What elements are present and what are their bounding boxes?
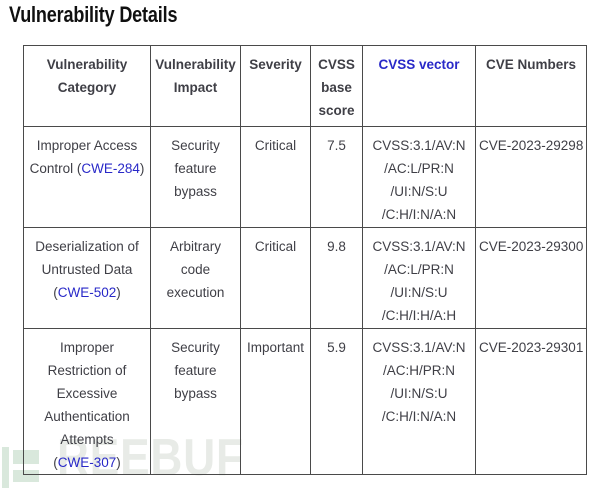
severity-text: Critical bbox=[254, 239, 297, 254]
cell-cvss-vector: CVSS:3.1/AV:N /AC:L/PR:N /UI:N/S:U /C:H/… bbox=[362, 227, 476, 329]
page-title: Vulnerability Details bbox=[9, 1, 214, 29]
category-suffix: ) bbox=[139, 161, 145, 176]
cell-severity: Critical bbox=[240, 227, 311, 329]
cell-severity: Critical bbox=[240, 126, 311, 228]
cell-severity: Important bbox=[240, 328, 311, 475]
cell-impact: Security feature bypass bbox=[150, 328, 241, 475]
cell-category: Deserialization of Untrusted Data (CWE-5… bbox=[23, 227, 151, 329]
cell-category: Improper Restriction of Excessive Authen… bbox=[23, 328, 151, 475]
impact-text: Arbitrary code execution bbox=[166, 239, 225, 300]
vulnerability-details-table: Vulnerability Category Vulnerability Imp… bbox=[23, 45, 587, 475]
header-cvss-base-score-label: CVSS base score bbox=[318, 57, 355, 118]
header-cvss-base-score: CVSS base score bbox=[310, 45, 363, 127]
cvss-score-text: 9.8 bbox=[327, 239, 346, 254]
table-header-row: Vulnerability Category Vulnerability Imp… bbox=[23, 45, 587, 127]
cell-cve-number: CVE-2023-29300 bbox=[475, 227, 587, 329]
category-suffix: ) bbox=[116, 455, 121, 470]
header-impact-label: Vulnerability Impact bbox=[155, 57, 236, 95]
cvss-score-text: 7.5 bbox=[327, 138, 346, 153]
severity-text: Critical bbox=[254, 138, 297, 153]
header-category-label: Vulnerability Category bbox=[46, 57, 128, 95]
cve-number-text: CVE-2023-29300 bbox=[479, 239, 584, 254]
cell-cvss-base-score: 5.9 bbox=[310, 328, 363, 475]
header-cve-numbers-label: CVE Numbers bbox=[485, 57, 577, 72]
header-vulnerability-category: Vulnerability Category bbox=[23, 45, 151, 127]
severity-text: Important bbox=[246, 340, 305, 355]
cell-cvss-vector: CVSS:3.1/AV:N /AC:L/PR:N /UI:N/S:U /C:H/… bbox=[362, 126, 476, 228]
category-text: Deserialization of Untrusted Data ( bbox=[35, 239, 139, 300]
cvss-vector-link[interactable]: CVSS vector bbox=[378, 57, 460, 72]
cell-impact: Arbitrary code execution bbox=[150, 227, 241, 329]
page-title-text: Vulnerability Details bbox=[9, 2, 178, 27]
table-row: Deserialization of Untrusted Data (CWE-5… bbox=[23, 227, 587, 329]
cell-cve-number: CVE-2023-29298 bbox=[475, 126, 587, 228]
category-text: Improper Access Control ( bbox=[29, 138, 138, 176]
category-text: Improper Restriction of Excessive Authen… bbox=[44, 340, 130, 470]
header-severity: Severity bbox=[240, 45, 311, 127]
cwe-284-link[interactable]: CWE-284 bbox=[81, 161, 140, 176]
header-cvss-vector: CVSS vector bbox=[362, 45, 476, 127]
cvss-vector-text: CVSS:3.1/AV:N /AC:L/PR:N /UI:N/S:U /C:H/… bbox=[372, 138, 466, 222]
header-severity-label: Severity bbox=[249, 57, 302, 72]
cve-number-text: CVE-2023-29301 bbox=[479, 340, 584, 355]
cell-category: Improper Access Control (CWE-284) bbox=[23, 126, 151, 228]
category-suffix: ) bbox=[116, 285, 121, 300]
cell-cvss-vector: CVSS:3.1/AV:N /AC:H/PR:N /UI:N/S:U /C:H/… bbox=[362, 328, 476, 475]
cell-impact: Security feature bypass bbox=[150, 126, 241, 228]
cell-cve-number: CVE-2023-29301 bbox=[475, 328, 587, 475]
cell-cvss-base-score: 7.5 bbox=[310, 126, 363, 228]
header-cve-numbers: CVE Numbers bbox=[475, 45, 587, 127]
cvss-vector-text: CVSS:3.1/AV:N /AC:L/PR:N /UI:N/S:U /C:H/… bbox=[372, 239, 466, 323]
cell-cvss-base-score: 9.8 bbox=[310, 227, 363, 329]
impact-text: Security feature bypass bbox=[171, 340, 220, 401]
cwe-502-link[interactable]: CWE-502 bbox=[57, 285, 117, 300]
cwe-307-link[interactable]: CWE-307 bbox=[57, 455, 117, 470]
cvss-vector-text: CVSS:3.1/AV:N /AC:H/PR:N /UI:N/S:U /C:H/… bbox=[372, 340, 466, 424]
cve-number-text: CVE-2023-29298 bbox=[479, 138, 584, 153]
cvss-score-text: 5.9 bbox=[327, 340, 346, 355]
table-row: Improper Restriction of Excessive Authen… bbox=[23, 328, 587, 475]
table-row: Improper Access Control (CWE-284) Securi… bbox=[23, 126, 587, 228]
impact-text: Security feature bypass bbox=[171, 138, 220, 199]
header-vulnerability-impact: Vulnerability Impact bbox=[150, 45, 241, 127]
